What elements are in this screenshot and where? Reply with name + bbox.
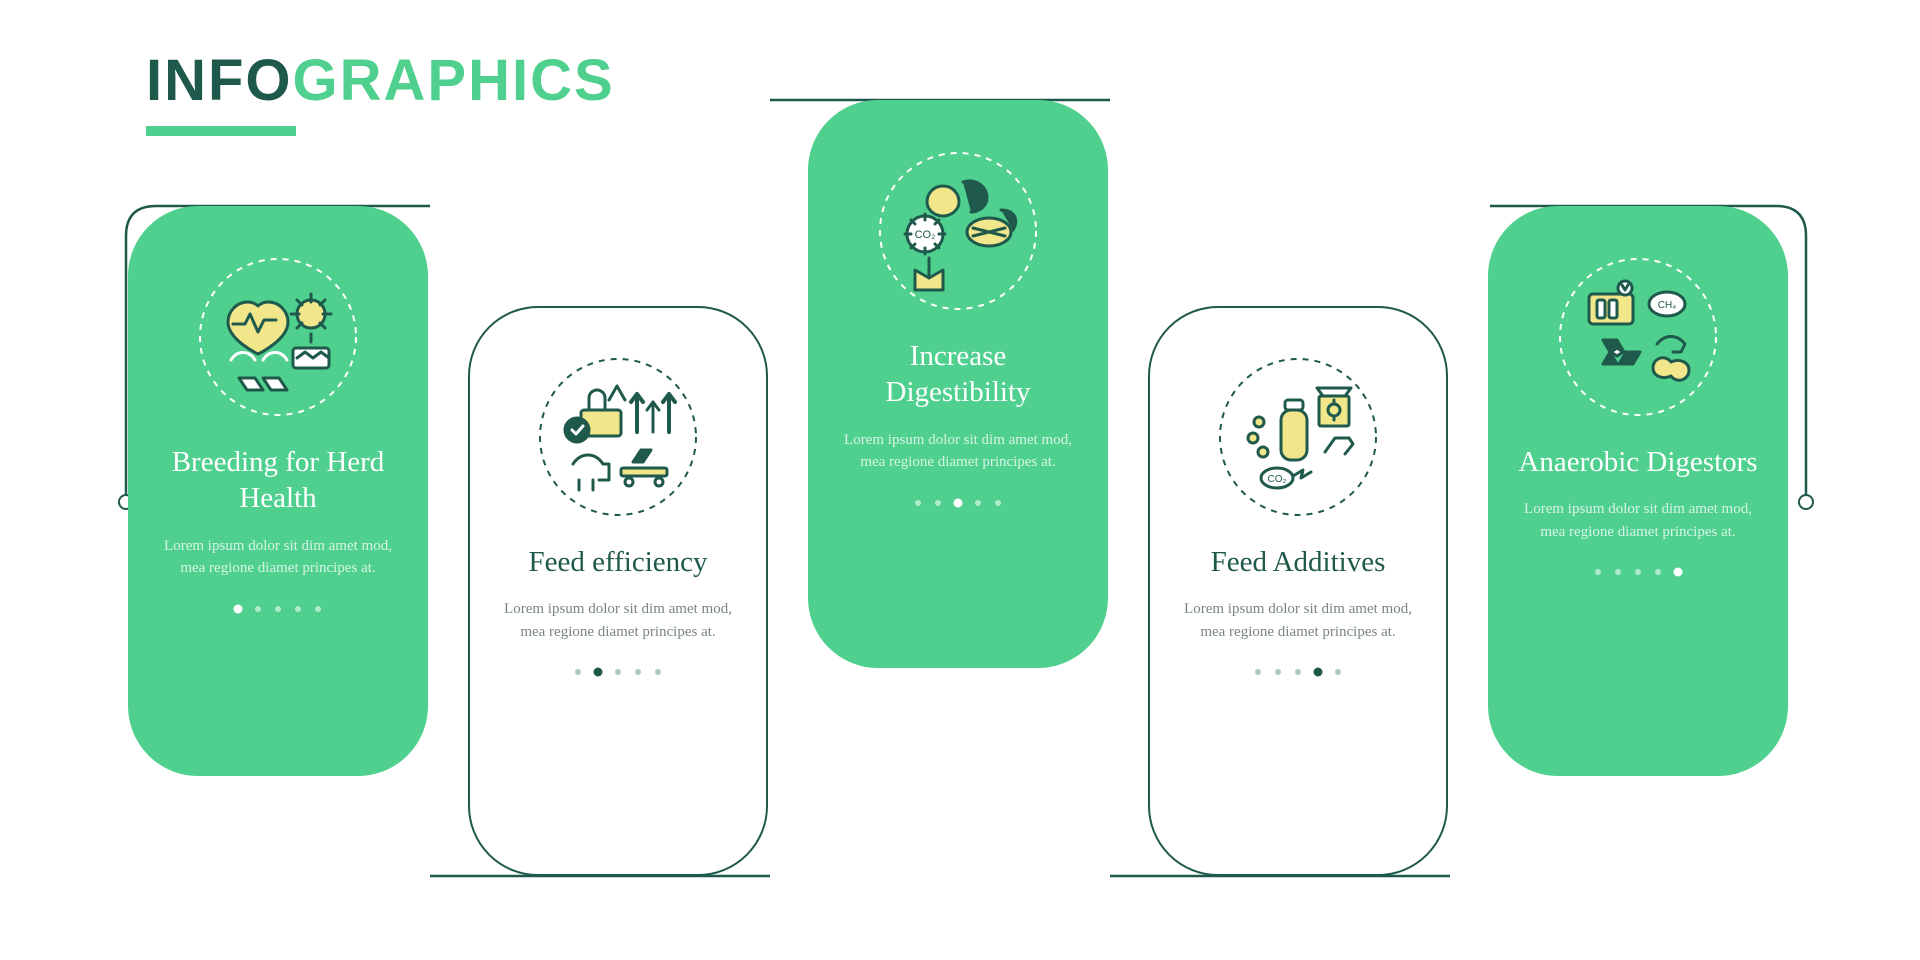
card-anaerobic-digestors: CH₄ Anaerobic Digestors Lorem ipsum dolo… xyxy=(1488,206,1788,776)
card-feed-additives: CO₂ Feed Additives Lorem ipsum dolor sit… xyxy=(1148,306,1448,876)
card-desc: Lorem ipsum dolor sit dim amet mod, mea … xyxy=(498,598,738,643)
cards-container: Breeding for Herd Health Lorem ipsum dol… xyxy=(110,86,1810,926)
card-digestibility: CO₂ Increase Digestibility Lorem ipsum d… xyxy=(808,100,1108,668)
pagination-dots xyxy=(498,669,738,675)
additives-icon: CO₂ xyxy=(1213,352,1383,522)
card-feed-efficiency: Feed efficiency Lorem ipsum dolor sit di… xyxy=(468,306,768,876)
svg-text:CO₂: CO₂ xyxy=(1268,474,1287,485)
card-title: Anaerobic Digestors xyxy=(1518,444,1758,480)
card-title: Increase Digestibility xyxy=(838,338,1078,411)
card-desc: Lorem ipsum dolor sit dim amet mod, mea … xyxy=(1518,498,1758,543)
card-desc: Lorem ipsum dolor sit dim amet mod, mea … xyxy=(1178,598,1418,643)
infographic-stage: INFOGRAPHICS xyxy=(110,30,1810,930)
card-herd-health: Breeding for Herd Health Lorem ipsum dol… xyxy=(128,206,428,776)
card-title: Breeding for Herd Health xyxy=(158,444,398,517)
digestibility-icon: CO₂ xyxy=(873,146,1043,316)
pagination-dots xyxy=(1518,569,1758,575)
pagination-dots xyxy=(1178,669,1418,675)
svg-text:CO₂: CO₂ xyxy=(915,229,936,241)
svg-text:CH₄: CH₄ xyxy=(1658,300,1677,311)
connector-node-right xyxy=(1798,494,1814,510)
pagination-dots xyxy=(838,500,1078,506)
feed-efficiency-icon xyxy=(533,352,703,522)
pagination-dots xyxy=(158,606,398,612)
card-desc: Lorem ipsum dolor sit dim amet mod, mea … xyxy=(158,535,398,580)
card-title: Feed Additives xyxy=(1178,544,1418,580)
card-title: Feed efficiency xyxy=(498,544,738,580)
anaerobic-icon: CH₄ xyxy=(1553,252,1723,422)
health-icon xyxy=(193,252,363,422)
card-desc: Lorem ipsum dolor sit dim amet mod, mea … xyxy=(838,429,1078,474)
